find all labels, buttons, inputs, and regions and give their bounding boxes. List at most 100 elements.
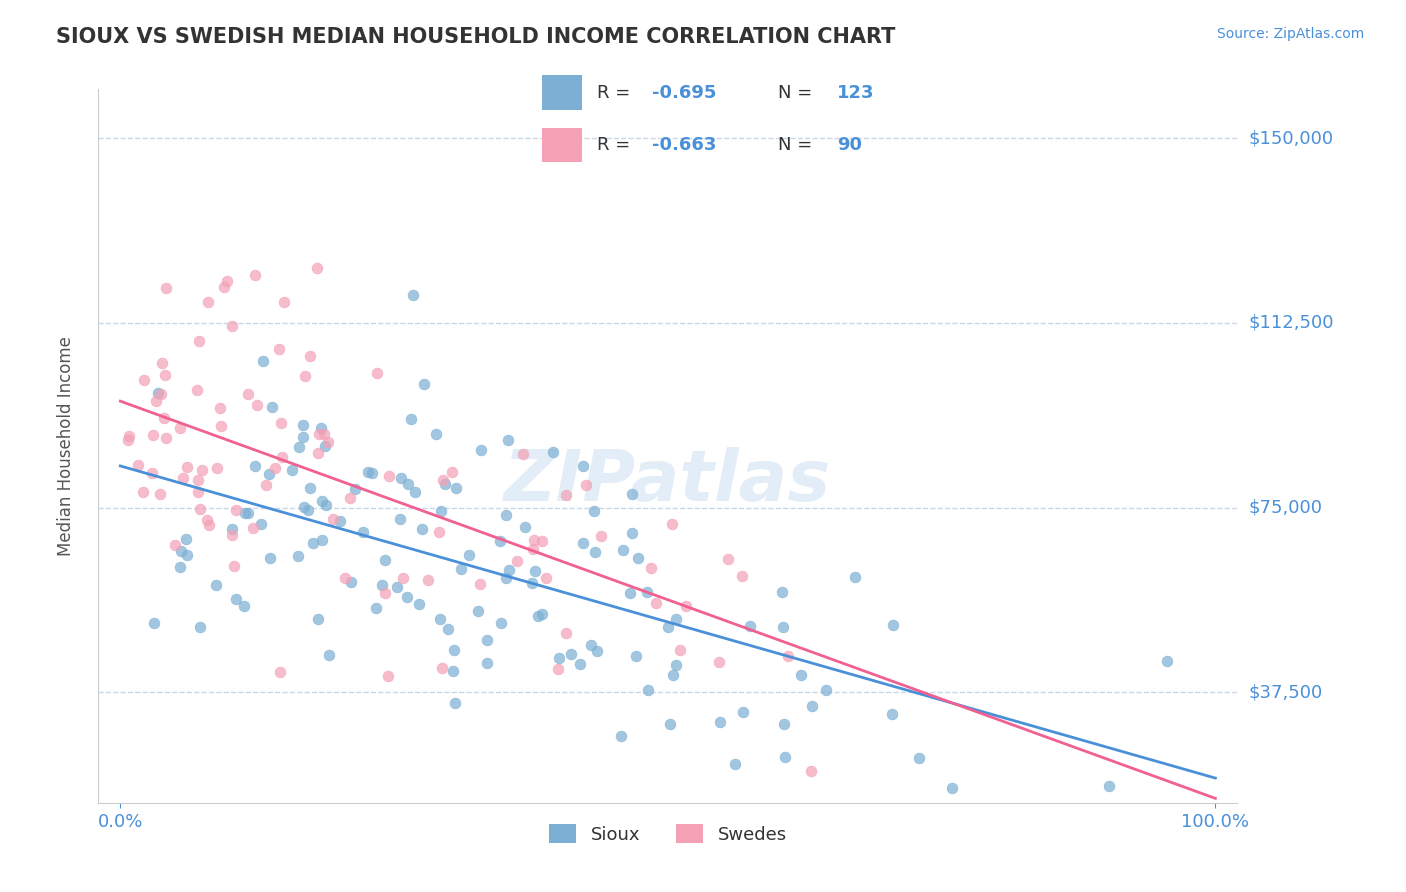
Point (150, 356, 173, 370)
Point (738, 618, 761, 632)
Text: -0.663: -0.663 (652, 136, 717, 154)
Point (176, 460, 198, 475)
Point (437, 622, 460, 636)
Point (458, 548, 481, 562)
Point (585, 643, 607, 657)
Point (322, 512, 344, 526)
Point (664, 658, 686, 673)
Point (141, 466, 163, 480)
Point (731, 569, 754, 583)
Point (197, 294, 219, 309)
Point (583, 545, 606, 559)
Point (333, 571, 356, 585)
FancyBboxPatch shape (543, 128, 582, 162)
Point (169, 420, 191, 434)
Point (477, 632, 499, 647)
Point (512, 447, 534, 461)
Text: $75,000: $75,000 (1249, 499, 1323, 516)
Point (530, 607, 553, 622)
Text: $112,500: $112,500 (1249, 314, 1334, 332)
Point (506, 554, 529, 568)
Point (844, 570, 866, 584)
Point (211, 419, 233, 434)
Text: R =: R = (598, 136, 637, 154)
Point (250, 516, 273, 531)
Point (374, 586, 396, 600)
Point (388, 512, 411, 526)
Point (560, 647, 582, 661)
Point (308, 427, 330, 442)
Point (280, 462, 302, 476)
Point (208, 401, 231, 415)
Point (315, 498, 337, 512)
Point (495, 571, 517, 585)
Text: SIOUX VS SWEDISH MEDIAN HOUSEHOLD INCOME CORRELATION CHART: SIOUX VS SWEDISH MEDIAN HOUSEHOLD INCOME… (56, 27, 896, 46)
Point (118, 429, 141, 443)
Point (352, 524, 374, 539)
Text: 90: 90 (838, 136, 862, 154)
Point (291, 430, 314, 444)
Point (430, 504, 453, 518)
Point (555, 488, 578, 502)
Point (314, 439, 336, 453)
Point (402, 287, 425, 301)
Point (416, 574, 439, 588)
Point (145, 394, 167, 409)
Point (271, 450, 294, 465)
Point (513, 520, 536, 534)
Point (434, 476, 457, 491)
Point (395, 590, 418, 604)
Point (307, 445, 329, 459)
Point (215, 274, 238, 288)
Point (475, 656, 498, 670)
Text: R =: R = (598, 84, 637, 102)
Point (287, 549, 309, 564)
Point (254, 477, 277, 491)
Point (626, 648, 648, 663)
Point (212, 280, 235, 294)
Point (267, 342, 290, 356)
Point (316, 435, 339, 450)
Point (541, 445, 564, 459)
Point (770, 585, 793, 599)
Point (432, 473, 454, 487)
Point (621, 487, 644, 501)
Point (709, 714, 731, 729)
Point (408, 597, 430, 611)
Point (188, 620, 211, 634)
Point (297, 503, 319, 517)
Point (675, 599, 697, 614)
Text: ZIPatlas: ZIPatlas (505, 447, 831, 516)
Point (242, 521, 264, 535)
Point (527, 609, 550, 624)
Point (583, 504, 606, 518)
Point (339, 491, 361, 506)
Point (233, 599, 256, 613)
Point (243, 458, 266, 473)
Point (669, 643, 692, 657)
Point (170, 544, 193, 558)
Point (392, 571, 415, 585)
Point (724, 756, 747, 771)
Point (146, 385, 169, 400)
Text: $37,500: $37,500 (1249, 683, 1323, 701)
Point (444, 696, 467, 710)
Point (800, 764, 823, 778)
Point (221, 522, 243, 536)
Point (443, 643, 465, 657)
Point (778, 649, 800, 664)
Point (163, 538, 186, 552)
Point (329, 514, 352, 528)
Point (789, 667, 811, 681)
Point (222, 559, 245, 574)
Point (371, 578, 394, 592)
Point (404, 485, 426, 500)
Point (640, 561, 662, 575)
Point (186, 383, 208, 397)
Point (378, 468, 401, 483)
Point (773, 749, 796, 764)
Point (572, 459, 595, 474)
Point (318, 648, 340, 662)
Point (441, 665, 464, 679)
Text: N =: N = (779, 84, 818, 102)
